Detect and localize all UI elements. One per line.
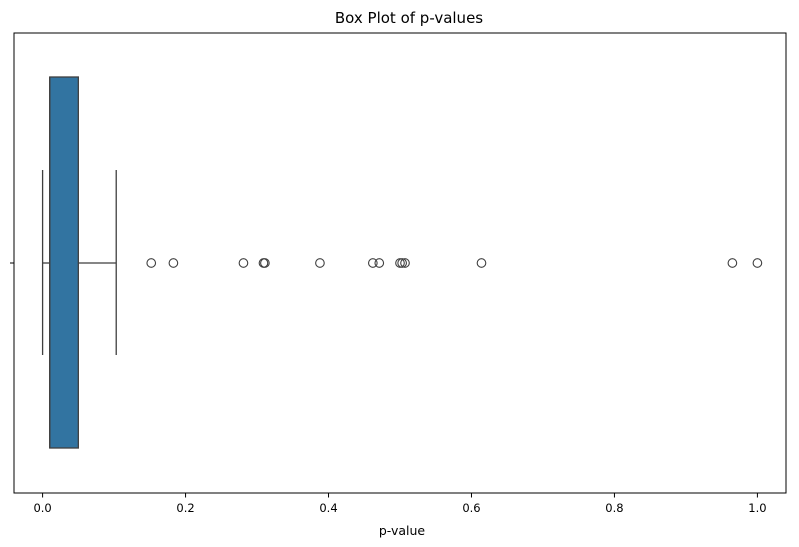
outlier-point [752,258,763,268]
outlier-point [367,258,378,268]
x-tick-label: 0.0 [33,501,51,515]
outlier-point [400,258,410,268]
x-tick-label: 0.4 [319,501,337,515]
x-axis: 0.0 0.2 0.4 0.6 0.8 1.0 [33,493,767,515]
x-tick-label: 0.6 [462,501,480,515]
outlier-point [397,258,407,268]
outlier-point [146,258,157,268]
outlier-point [727,258,738,268]
plot-area [10,32,787,494]
chart-title: Box Plot of p-values [335,9,483,27]
plot-frame [13,32,787,494]
outlier-point [315,258,325,268]
outlier-point [168,258,179,268]
x-tick-label: 0.2 [176,501,194,515]
x-tick-label: 0.8 [605,501,623,515]
x-axis-label: p-value [379,523,426,538]
outlier-point [476,258,487,268]
outlier-point [395,258,405,268]
outlier-point [374,258,385,268]
outlier-point [238,258,249,268]
outlier-point [260,258,270,268]
x-tick-label: 1.0 [748,501,766,515]
box-iqr [49,76,79,449]
